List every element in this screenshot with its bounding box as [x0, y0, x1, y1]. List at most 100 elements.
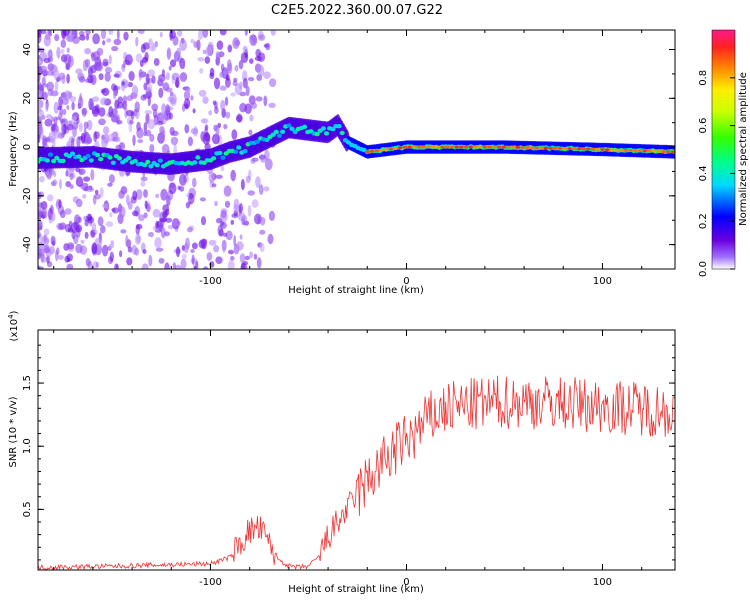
noise-speckle: [66, 35, 74, 42]
noise-speckle: [92, 33, 100, 45]
ridge-peak: [572, 147, 577, 151]
y-tick-label: 40: [22, 43, 33, 56]
noise-speckle: [71, 115, 77, 122]
noise-speckle: [169, 126, 175, 136]
noise-speckle: [73, 221, 79, 230]
colorbar-tick-label: 0.6: [698, 118, 709, 134]
ridge-peak: [449, 145, 455, 149]
noise-speckle: [263, 95, 268, 107]
noise-speckle: [200, 131, 206, 142]
noise-speckle: [164, 262, 170, 269]
noise-speckle: [108, 244, 115, 249]
noise-speckle: [140, 180, 146, 187]
noise-speckle: [107, 182, 113, 187]
ridge-peak: [496, 145, 502, 149]
noise-speckle: [155, 220, 159, 230]
noise-speckle: [140, 43, 146, 53]
noise-speckle: [75, 167, 81, 173]
noise-speckle: [98, 107, 106, 117]
noise-speckle: [169, 30, 174, 41]
noise-speckle: [58, 110, 63, 121]
ridge-peak: [586, 147, 591, 151]
x-tick-label: 0: [403, 276, 409, 287]
noise-speckle: [95, 261, 99, 268]
noise-speckle: [144, 200, 148, 209]
noise-speckle: [186, 227, 193, 233]
noise-speckle: [162, 204, 170, 213]
noise-speckle: [103, 61, 109, 66]
noise-speckle: [127, 81, 133, 88]
noise-speckle: [269, 78, 277, 87]
noise-speckle: [136, 121, 141, 132]
noise-speckle: [94, 131, 100, 140]
ridge-peak: [388, 147, 393, 151]
noise-speckle: [132, 93, 138, 98]
noise-speckle: [81, 107, 88, 116]
ridge-core: [314, 131, 320, 137]
x-tick-label: 100: [593, 577, 612, 588]
ridge-core: [76, 154, 82, 159]
ridge-core: [330, 126, 336, 132]
noise-speckle: [85, 33, 90, 41]
noise-speckle: [102, 203, 109, 209]
noise-speckle: [90, 169, 95, 181]
ridge-core: [289, 126, 295, 131]
noise-speckle: [267, 233, 274, 245]
noise-speckle: [77, 72, 85, 81]
noise-speckle: [184, 124, 190, 134]
noise-speckle: [38, 89, 43, 98]
noise-speckle: [193, 41, 199, 48]
noise-speckle: [140, 94, 147, 101]
noise-speckle: [69, 96, 77, 102]
noise-speckle: [220, 210, 227, 219]
noise-speckle: [71, 229, 76, 240]
noise-speckle: [124, 80, 129, 88]
ridge-peak: [506, 145, 511, 149]
noise-speckle: [148, 38, 153, 46]
noise-speckle: [257, 215, 261, 225]
noise-speckle: [62, 30, 70, 37]
ridge-peak: [487, 145, 492, 149]
noise-speckle: [181, 245, 185, 251]
noise-speckle: [174, 264, 182, 269]
noise-speckle: [228, 249, 234, 255]
y-tick-label: -20: [22, 188, 33, 204]
noise-speckle: [85, 30, 91, 35]
ridge-core: [323, 131, 330, 136]
noise-speckle: [155, 193, 160, 199]
noise-speckle: [192, 108, 196, 114]
noise-speckle: [53, 171, 57, 178]
ridge-peak: [609, 148, 615, 152]
noise-speckle: [91, 242, 98, 255]
noise-speckle: [84, 219, 89, 227]
noise-speckle: [38, 86, 44, 91]
noise-speckle: [54, 34, 60, 42]
x-tick-label: 0: [403, 577, 409, 588]
y-tick-label: 1.5: [22, 375, 33, 391]
noise-speckle: [69, 184, 74, 189]
ridge-core: [195, 155, 201, 160]
noise-speckle: [76, 117, 80, 125]
noise-speckle: [230, 255, 235, 261]
noise-speckle: [216, 40, 224, 50]
noise-speckle: [242, 45, 248, 54]
noise-speckle: [66, 73, 70, 84]
ridge-peak: [520, 146, 525, 149]
noise-speckle: [82, 215, 87, 221]
noise-speckle: [45, 247, 52, 258]
noise-speckle: [126, 109, 134, 117]
noise-speckle: [151, 75, 156, 84]
noise-speckle: [202, 49, 207, 55]
noise-speckle: [131, 85, 139, 97]
ridge-peak: [416, 145, 422, 149]
noise-speckle: [111, 46, 119, 52]
ridge-peak: [468, 145, 473, 149]
noise-speckle: [45, 103, 49, 112]
noise-speckle: [58, 96, 63, 108]
noise-speckle: [148, 254, 153, 267]
noise-speckle: [61, 91, 68, 100]
noise-speckle: [67, 227, 74, 233]
ridge-peak: [482, 145, 488, 149]
noise-speckle: [171, 218, 180, 230]
ridge-peak: [534, 146, 539, 150]
